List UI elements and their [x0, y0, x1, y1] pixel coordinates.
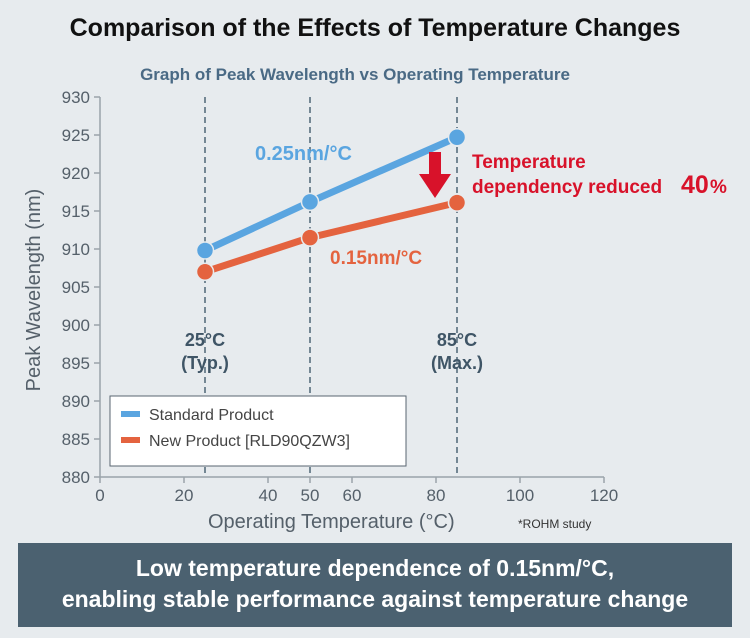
y-tick-label: 890 — [62, 392, 90, 411]
x-tick-label: 0 — [95, 486, 104, 505]
data-point — [195, 241, 215, 260]
y-tick-label: 930 — [62, 88, 90, 107]
rate-label-standard: 0.25nm/°C — [255, 143, 352, 165]
data-point — [195, 262, 215, 282]
y-tick-label: 920 — [62, 164, 90, 183]
axes: 880 885 890 895 900 905 910 915 920 925 930 0 20 40 50… — [62, 88, 619, 505]
y-tick-label: 915 — [62, 202, 90, 221]
chart: Graph of Peak Wavelength vs Operating Te… — [23, 65, 727, 533]
x-tick-label: 40 — [259, 486, 278, 505]
y-tick-label: 925 — [62, 126, 90, 145]
summary-line-2: enabling stable performance against temp… — [61, 586, 689, 612]
y-tick-label: 900 — [62, 316, 90, 335]
legend-label: Standard Product — [149, 407, 274, 424]
x-tick-label: 80 — [427, 486, 446, 505]
reference-label-temp: 85°C — [437, 330, 477, 350]
x-axis-label: Operating Temperature (°C) — [208, 511, 455, 533]
y-tick-label: 880 — [62, 468, 90, 487]
legend-box — [109, 395, 407, 467]
legend-label: New Product [RLD90QZW3] — [149, 433, 350, 450]
y-tick-label: 895 — [62, 354, 90, 373]
data-point — [300, 192, 320, 212]
y-tick-label: 910 — [62, 240, 90, 259]
callout-unit: % — [710, 177, 727, 198]
source-note: *ROHM study — [518, 517, 591, 531]
data-point — [447, 128, 467, 147]
reference-label-note: (Max.) — [431, 353, 483, 373]
x-tick-label: 100 — [506, 486, 534, 505]
data-point — [447, 193, 467, 212]
x-tick-label: 120 — [590, 486, 618, 505]
x-tick-label: 50 — [301, 486, 320, 505]
reference-lines — [204, 97, 458, 477]
callout-line-1: Temperature — [472, 152, 586, 173]
callout-value: 40 — [681, 171, 709, 199]
callout-line-2: dependency reduced — [472, 177, 662, 198]
chart-title: Graph of Peak Wavelength vs Operating Te… — [140, 65, 570, 84]
y-tick-label: 885 — [62, 430, 90, 449]
y-axis-label: Peak Wavelength (nm) — [23, 189, 45, 392]
reference-label-temp: 25°C — [185, 330, 225, 350]
reduction-arrow-icon — [419, 152, 451, 198]
summary-banner: Low temperature dependence of 0.15nm/°C,… — [18, 543, 732, 627]
x-tick-label: 60 — [343, 486, 362, 505]
series-layer — [195, 128, 467, 282]
y-tick-label: 905 — [62, 278, 90, 297]
reference-label-note: (Typ.) — [181, 353, 229, 373]
summary-line-1: Low temperature dependence of 0.15nm/°C, — [135, 555, 615, 581]
rate-label-new: 0.15nm/°C — [330, 248, 422, 269]
main-title: Comparison of the Effects of Temperature… — [69, 14, 681, 42]
data-point — [300, 228, 320, 247]
x-tick-label: 20 — [175, 486, 194, 505]
legend: Standard Product New Product [RLD90QZW3] — [109, 395, 407, 467]
labels-layer: 25°C (Typ.) 85°C (Max.) 0.25nm/°C 0.15nm/°C Te… — [109, 143, 727, 467]
